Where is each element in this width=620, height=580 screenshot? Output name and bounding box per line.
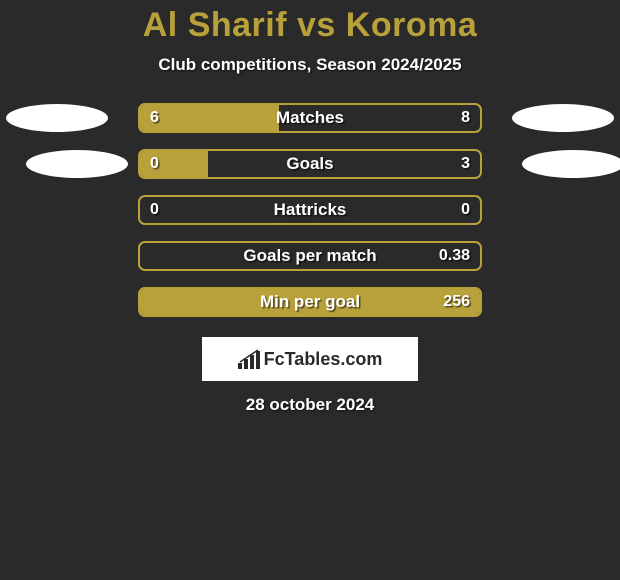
stat-row: 0 Hattricks 0 [0,195,620,225]
stat-value-right: 0 [461,201,470,219]
brand-box[interactable]: FcTables.com [202,337,418,381]
stat-row: 0 Goals 3 [0,149,620,179]
spacer [16,288,118,316]
player-marker-right [522,150,620,178]
page-title: Al Sharif vs Koroma [0,6,620,45]
stat-value-left: 6 [150,109,159,127]
stat-value-left: 0 [150,201,159,219]
comparison-card: Al Sharif vs Koroma Club competitions, S… [0,0,620,415]
stat-label: Goals [286,154,333,174]
stat-value-right: 3 [461,155,470,173]
player-marker-left [26,150,128,178]
stat-bar: 0 Goals 3 [138,149,482,179]
brand-text: FcTables.com [264,349,383,370]
stat-bar: Min per goal 256 [138,287,482,317]
spacer [502,242,604,270]
player-marker-right [512,104,614,132]
stat-bar: 6 Matches 8 [138,103,482,133]
stat-bar: 0 Hattricks 0 [138,195,482,225]
stat-label: Matches [276,108,344,128]
date-text: 28 october 2024 [0,395,620,415]
spacer [502,288,604,316]
stat-row: 6 Matches 8 [0,103,620,133]
spacer [502,196,604,224]
brand-bars-icon [238,349,260,369]
stats-list: 6 Matches 8 0 Goals 3 0 Hattricks 0 Goals per mat… [0,103,620,317]
stat-bar: Goals per match 0.38 [138,241,482,271]
spacer [16,242,118,270]
stat-label: Goals per match [243,246,376,266]
stat-label: Hattricks [274,200,347,220]
subtitle: Club competitions, Season 2024/2025 [0,55,620,75]
stat-value-left: 0 [150,155,159,173]
stat-label: Min per goal [260,292,360,312]
stat-row: Goals per match 0.38 [0,241,620,271]
stat-value-right: 0.38 [439,247,470,265]
player-marker-left [6,104,108,132]
stat-value-right: 256 [443,293,470,311]
stat-row: Min per goal 256 [0,287,620,317]
spacer [16,196,118,224]
bar-fill-left [140,105,279,131]
stat-value-right: 8 [461,109,470,127]
